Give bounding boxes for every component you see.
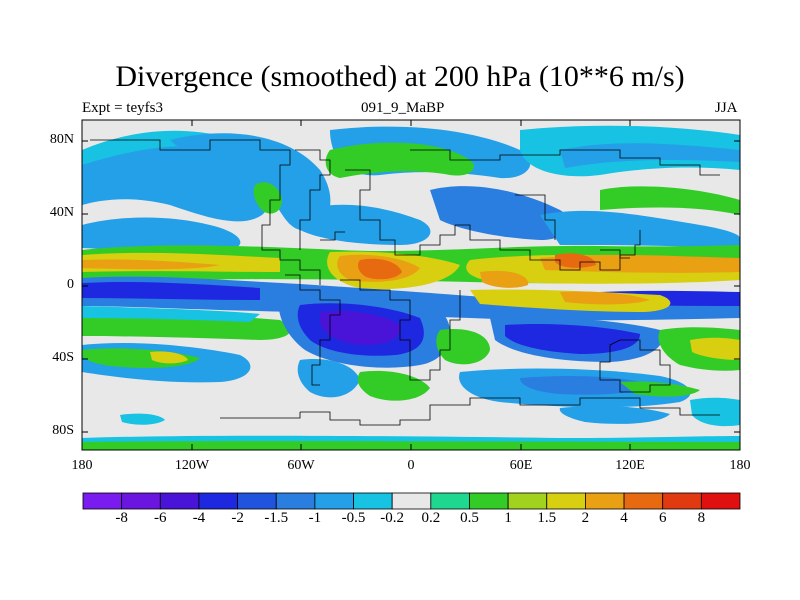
colorbar-label: -6 xyxy=(154,510,167,526)
colorbar-swatch xyxy=(159,492,200,510)
colorbar-label: 0.2 xyxy=(421,510,441,526)
x-tick-label: 120E xyxy=(615,458,645,473)
x-tick-label: 60E xyxy=(509,458,533,473)
contour-orange xyxy=(560,291,650,305)
colorbar-swatch xyxy=(275,492,316,510)
colorbar-swatch xyxy=(430,492,470,510)
contour-red xyxy=(555,253,596,268)
y-tick-label: 0 xyxy=(67,277,74,292)
contour-green xyxy=(600,186,740,215)
experiment-label: Expt = teyfs3 xyxy=(82,100,163,116)
contour-yellow xyxy=(690,337,740,360)
contour-orange xyxy=(480,270,529,288)
contour-blue xyxy=(320,310,401,346)
x-tick-label: 180 xyxy=(729,458,751,473)
contour-green xyxy=(325,142,474,178)
colorbar-label: -4 xyxy=(192,510,206,526)
contour-red xyxy=(358,258,402,280)
run-id-label: 091_9_MaBP xyxy=(361,100,445,116)
contour-cyan xyxy=(690,397,740,427)
colorbar-label: 8 xyxy=(697,510,706,526)
colorbar-label: 4 xyxy=(620,510,628,526)
colorbar-swatch xyxy=(198,492,238,510)
y-tick-label: 80S xyxy=(52,423,74,438)
colorbar-swatch xyxy=(585,492,625,510)
colorbar-swatch xyxy=(469,492,509,510)
contour-blue xyxy=(505,324,640,354)
x-tick-label: 180 xyxy=(71,458,93,473)
contour-green xyxy=(253,182,282,214)
axis-ticks xyxy=(82,120,740,450)
colorbar-label: 6 xyxy=(658,510,667,526)
y-tick-label: 40S xyxy=(52,350,74,365)
season-label: JJA xyxy=(715,100,738,116)
colorbar-swatch xyxy=(623,492,664,510)
colorbar-swatch xyxy=(546,492,586,510)
colorbar-swatch xyxy=(700,492,741,510)
x-tick-label: 120W xyxy=(174,458,210,473)
contour-cyan xyxy=(120,413,165,425)
colorbar-label: -8 xyxy=(115,510,128,526)
contour-green xyxy=(620,381,700,397)
coastlines xyxy=(82,139,720,426)
contour-blue xyxy=(297,359,360,398)
colorbar-label: 0.5 xyxy=(460,510,479,526)
contour-blue xyxy=(430,186,571,240)
colorbar-swatch xyxy=(121,492,161,510)
contour-green xyxy=(357,370,430,401)
colorbar-swatch xyxy=(82,492,123,510)
y-tick-label: 40N xyxy=(49,205,74,220)
contour-blue xyxy=(520,376,650,395)
contour-orange xyxy=(82,259,220,270)
contour-blue xyxy=(560,143,740,168)
colorbar-label: -1 xyxy=(308,510,322,526)
colorbar-label: -0.2 xyxy=(380,510,405,526)
colorbar-label: -1.5 xyxy=(264,510,289,526)
contour-blue xyxy=(559,406,670,424)
colorbar-swatch xyxy=(391,492,432,510)
colorbar-label: -0.5 xyxy=(341,510,366,526)
colorbar-swatch xyxy=(507,492,548,510)
contour-cyan xyxy=(82,306,260,322)
colorbar-swatch xyxy=(662,492,702,510)
colorbar-label: 1.5 xyxy=(537,510,557,526)
colorbar-swatch xyxy=(237,492,277,510)
y-tick-label: 80N xyxy=(49,132,74,147)
contour-blue xyxy=(300,204,431,245)
colorbar-label: 1 xyxy=(504,510,512,526)
colorbar-label: -2 xyxy=(231,510,244,526)
colorbar-label: 2 xyxy=(581,510,590,526)
x-tick-label: 60W xyxy=(287,458,315,473)
colorbar-swatch xyxy=(314,492,354,510)
colorbar-swatch xyxy=(353,492,393,510)
contour-blue xyxy=(82,281,260,300)
plot-title: Divergence (smoothed) at 200 hPa (10**6 … xyxy=(115,60,685,93)
contour-yellow xyxy=(150,351,188,364)
x-tick-label: 0 xyxy=(407,458,415,473)
contour-blue xyxy=(82,217,241,253)
